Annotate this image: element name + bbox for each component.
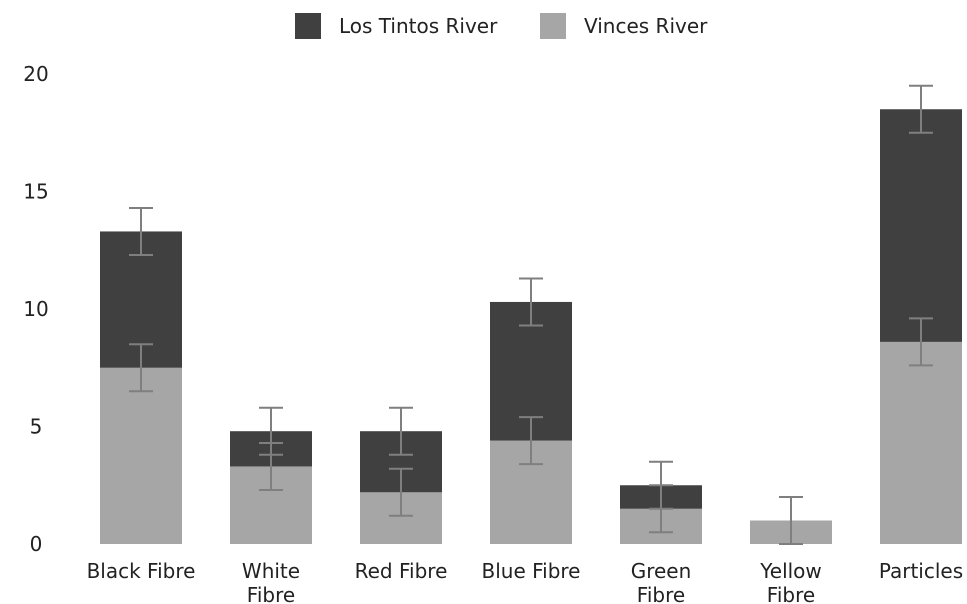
error-bar-los-tintos-river-blue-fibre <box>519 277 543 327</box>
x-tick-label-green-fibre: Green Fibre <box>631 559 692 604</box>
x-tick-label-line: Particles <box>879 559 963 583</box>
x-tick-label-blue-fibre: Blue Fibre <box>481 559 580 583</box>
x-tick-label-black-fibre: Black Fibre <box>87 559 196 583</box>
x-tick-label-white-fibre: White Fibre <box>242 559 300 604</box>
error-bars-group <box>129 84 933 545</box>
legend-swatch-vinces-river <box>540 13 566 39</box>
y-tick-label: 5 <box>30 415 43 439</box>
error-bar-vinces-river-red-fibre <box>389 467 413 517</box>
error-bar-los-tintos-river-particles <box>909 84 933 134</box>
chart-legend: Los Tintos River Vinces River <box>295 13 708 39</box>
x-tick-label-line: White <box>242 559 300 583</box>
x-tick-label-line: Fibre <box>247 583 295 604</box>
y-axis: 0 5 10 15 20 <box>23 62 48 556</box>
bars-group <box>100 109 962 544</box>
error-bar-los-tintos-river-white-fibre <box>259 406 283 456</box>
x-tick-label-line: Blue Fibre <box>481 559 580 583</box>
legend-label-los-tintos-river: Los Tintos River <box>339 14 498 38</box>
x-tick-label-line: Fibre <box>767 583 815 604</box>
x-tick-label-red-fibre: Red Fibre <box>355 559 448 583</box>
legend-label-vinces-river: Vinces River <box>584 14 708 38</box>
x-tick-label-line: Yellow <box>759 559 822 583</box>
error-bar-vinces-river-black-fibre <box>129 343 153 393</box>
y-tick-label: 20 <box>23 62 48 86</box>
bar-vinces-river-particles <box>880 341 962 544</box>
error-bar-los-tintos-river-green-fibre <box>649 460 673 510</box>
x-tick-label-yellow-fibre: Yellow Fibre <box>759 559 822 604</box>
error-bar-los-tintos-river-red-fibre <box>389 406 413 456</box>
y-tick-label: 10 <box>23 297 48 321</box>
legend-swatch-los-tintos-river <box>295 13 321 39</box>
x-tick-label-line: Red Fibre <box>355 559 448 583</box>
x-tick-label-particles: Particles <box>879 559 963 583</box>
y-tick-label: 15 <box>23 180 48 204</box>
x-tick-label-line: Black Fibre <box>87 559 196 583</box>
bar-los-tintos-river-particles <box>880 109 962 342</box>
x-tick-label-line: Fibre <box>637 583 685 604</box>
bar-vinces-river-black-fibre <box>100 367 182 544</box>
y-tick-label: 0 <box>30 532 43 556</box>
error-bar-vinces-river-blue-fibre <box>519 416 543 466</box>
error-bar-vinces-river-yellow-fibre <box>779 496 803 545</box>
error-bar-vinces-river-particles <box>909 317 933 367</box>
x-tick-label-line: Green <box>631 559 692 583</box>
error-bar-los-tintos-river-black-fibre <box>129 206 153 256</box>
